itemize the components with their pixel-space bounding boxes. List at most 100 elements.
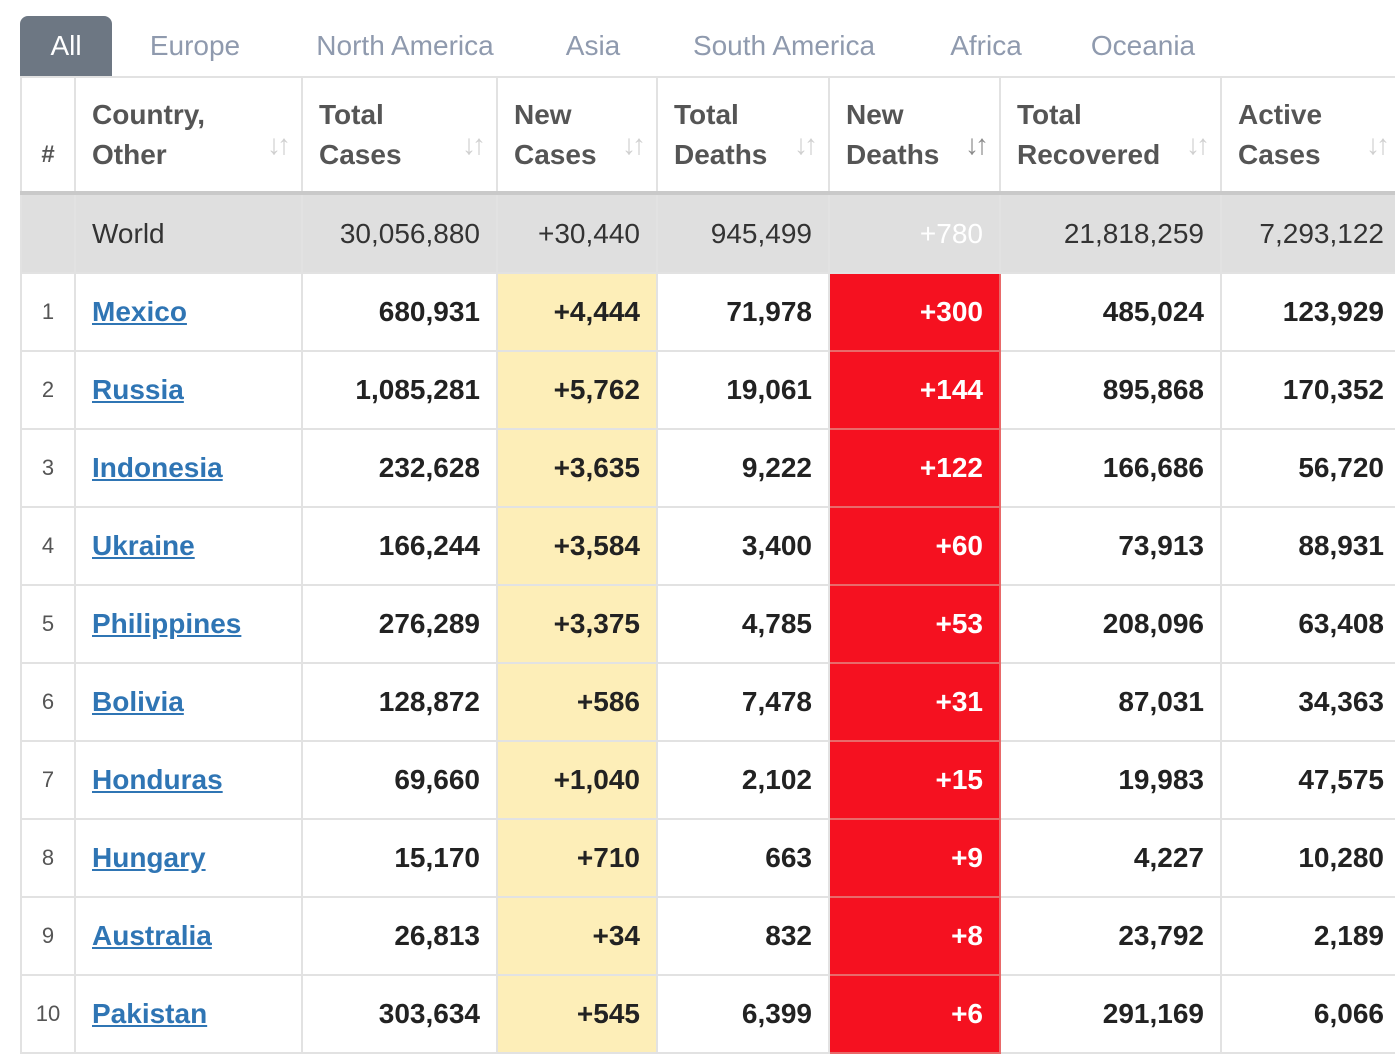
total-recovered-cell: 166,686 (999, 428, 1222, 508)
new-deaths-header-line1: New (846, 98, 904, 130)
sort-icon[interactable]: ↓↑ (1366, 129, 1390, 160)
table-row: 7 Honduras 69,660 +1,040 2,102 +15 19,983 47,57… (20, 740, 1395, 820)
country-link[interactable]: Hungary (92, 842, 206, 873)
country-link[interactable]: Philippines (92, 608, 242, 639)
table-row: 4 Ukraine 166,244 +3,584 3,400 +60 73,913 88,93… (20, 506, 1395, 586)
active-cases-cell: 10,280 (1220, 818, 1395, 898)
total-deaths-cell: 19,061 (656, 350, 830, 430)
new-cases-cell: +1,040 (496, 740, 658, 820)
table-row: 8 Hungary 15,170 +710 663 +9 4,227 10,280 (20, 818, 1395, 898)
country-link[interactable]: Australia (92, 920, 212, 951)
tab-africa[interactable]: Africa (950, 30, 1022, 61)
total-recovered-cell: 4,227 (999, 818, 1222, 898)
country-link[interactable]: Indonesia (92, 452, 223, 483)
new-deaths-cell: +31 (828, 662, 1001, 742)
table-row: 6 Bolivia 128,872 +586 7,478 +31 87,031 34,363 (20, 662, 1395, 742)
total-recovered-cell: 87,031 (999, 662, 1222, 742)
table-row: 10 Pakistan 303,634 +545 6,399 +6 291,169 6,066 (20, 974, 1395, 1054)
country-link[interactable]: Ukraine (92, 530, 195, 561)
total-deaths-cell: 663 (656, 818, 830, 898)
new-cases-header[interactable]: New Cases ↓↑ (496, 76, 658, 195)
total-recovered-cell: 19,983 (999, 740, 1222, 820)
sort-icon[interactable]: ↓↑ (622, 129, 646, 160)
rank-cell: 9 (20, 896, 76, 976)
new-cases-cell: +586 (496, 662, 658, 742)
active-cases-header[interactable]: Active Cases ↓↑ (1220, 76, 1395, 195)
total-cases-header[interactable]: Total Cases ↓↑ (301, 76, 498, 195)
sort-icon[interactable]: ↓↑ (794, 129, 818, 160)
tab-all[interactable]: All (20, 16, 112, 76)
total-deaths-header-line1: Total (674, 98, 739, 130)
total-deaths-cell: 3,400 (656, 506, 830, 586)
table-row: 5 Philippines 276,289 +3,375 4,785 +53 208,096… (20, 584, 1395, 664)
total-cases-cell: 69,660 (301, 740, 498, 820)
total-recovered-cell: 485,024 (999, 272, 1222, 352)
table-row: 3 Indonesia 232,628 +3,635 9,222 +122 166,686 5… (20, 428, 1395, 508)
total-cases-cell: 26,813 (301, 896, 498, 976)
sort-desc-icon[interactable]: ↓↑ (965, 129, 989, 160)
new-cases-cell: +3,375 (496, 584, 658, 664)
sort-icon[interactable]: ↓↑ (1186, 129, 1210, 160)
new-deaths-header-line2: Deaths (846, 138, 940, 170)
total-recovered-header[interactable]: Total Recovered ↓↑ (999, 76, 1222, 195)
country-cell: Australia (74, 896, 303, 976)
new-cases-header-line1: New (514, 98, 572, 130)
tab-europe[interactable]: Europe (149, 30, 241, 61)
covid-stats-table: # Country, Other ↓↑ Total Cases ↓↑ New Case… (20, 76, 1395, 1054)
world-total-row: World 30,056,880 +30,440 945,499 +780 21… (20, 192, 1395, 274)
active-cases-cell: 170,352 (1220, 350, 1395, 430)
world-new-cases: +30,440 (496, 192, 658, 274)
rank-cell: 5 (20, 584, 76, 664)
sort-icon[interactable]: ↓↑ (462, 129, 486, 160)
country-header-line2: Other (92, 138, 167, 170)
country-header[interactable]: Country, Other ↓↑ (74, 76, 303, 195)
country-cell: Russia (74, 350, 303, 430)
total-recovered-cell: 208,096 (999, 584, 1222, 664)
rank-cell: 7 (20, 740, 76, 820)
new-deaths-header[interactable]: New Deaths ↓↑ (828, 76, 1001, 195)
world-rank-cell (20, 192, 76, 274)
country-link[interactable]: Russia (92, 374, 184, 405)
total-cases-header-line1: Total (319, 98, 384, 130)
new-deaths-cell: +8 (828, 896, 1001, 976)
country-cell: Pakistan (74, 974, 303, 1054)
new-deaths-cell: +9 (828, 818, 1001, 898)
sort-icon[interactable]: ↓↑ (267, 129, 291, 160)
new-deaths-cell: +122 (828, 428, 1001, 508)
country-cell: Mexico (74, 272, 303, 352)
new-cases-cell: +3,635 (496, 428, 658, 508)
total-deaths-cell: 71,978 (656, 272, 830, 352)
table-row: 2 Russia 1,085,281 +5,762 19,061 +144 895,868 1… (20, 350, 1395, 430)
country-link[interactable]: Pakistan (92, 998, 208, 1029)
rank-cell: 1 (20, 272, 76, 352)
country-header-line1: Country, (92, 98, 206, 130)
table-row: 1 Mexico 680,931 +4,444 71,978 +300 485,024 123… (20, 272, 1395, 352)
country-cell: Ukraine (74, 506, 303, 586)
total-deaths-header-line2: Deaths (674, 138, 768, 170)
rank-cell: 4 (20, 506, 76, 586)
total-deaths-cell: 4,785 (656, 584, 830, 664)
active-cases-cell: 123,929 (1220, 272, 1395, 352)
tab-north-america[interactable]: North America (316, 30, 494, 61)
total-recovered-cell: 73,913 (999, 506, 1222, 586)
total-deaths-header[interactable]: Total Deaths ↓↑ (656, 76, 830, 195)
rank-cell: 10 (20, 974, 76, 1054)
active-cases-cell: 2,189 (1220, 896, 1395, 976)
rank-header: # (20, 76, 76, 195)
new-cases-cell: +34 (496, 896, 658, 976)
tab-oceania[interactable]: Oceania (1090, 30, 1196, 61)
tab-asia[interactable]: Asia (565, 30, 621, 61)
new-cases-cell: +710 (496, 818, 658, 898)
country-link[interactable]: Honduras (92, 764, 223, 795)
active-cases-cell: 56,720 (1220, 428, 1395, 508)
tab-south-america[interactable]: South America (692, 30, 876, 61)
country-link[interactable]: Bolivia (92, 686, 184, 717)
new-cases-cell: +5,762 (496, 350, 658, 430)
active-cases-header-line2: Cases (1238, 138, 1321, 170)
total-cases-cell: 303,634 (301, 974, 498, 1054)
total-cases-cell: 1,085,281 (301, 350, 498, 430)
rank-cell: 6 (20, 662, 76, 742)
country-link[interactable]: Mexico (92, 296, 187, 327)
total-cases-cell: 232,628 (301, 428, 498, 508)
new-deaths-cell: +300 (828, 272, 1001, 352)
